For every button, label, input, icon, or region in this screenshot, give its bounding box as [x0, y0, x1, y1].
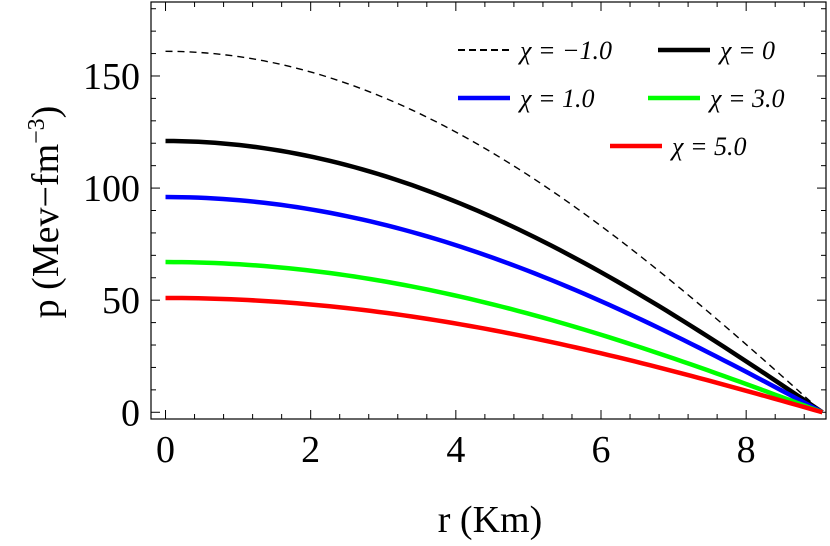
legend-label-2: χ = 0	[717, 36, 775, 65]
data-curves	[165, 50, 824, 415]
y-axis-title-main: p (Mev−fm	[25, 144, 67, 318]
legend: χ = −1.0 χ = 0 χ = 1.0 χ = 3.0 χ = 5.0	[458, 36, 784, 161]
y-axis-title-exponent: −3	[24, 118, 50, 144]
series-line-2	[165, 138, 824, 415]
y-tick-label: 150	[83, 56, 140, 98]
legend-label-3: χ = 1.0	[517, 84, 594, 113]
y-tick-label: 100	[83, 168, 140, 210]
x-tick-label: 8	[737, 429, 756, 471]
x-tick-label: 6	[592, 429, 611, 471]
legend-label-1: χ = −1.0	[517, 36, 612, 65]
y-tick-label: 0	[121, 392, 140, 434]
legend-label-5: χ = 5.0	[669, 132, 746, 161]
tick-labels: 0 2 4 6 8 0 50 100 150	[83, 56, 756, 471]
x-axis-title: r (Km)	[438, 499, 542, 541]
legend-label-4: χ = 3.0	[707, 84, 784, 113]
y-axis-title: p (Mev−fm−3)	[24, 106, 67, 319]
x-tick-label: 0	[156, 429, 175, 471]
y-tick-label: 50	[102, 280, 140, 322]
x-tick-label: 2	[301, 429, 320, 471]
x-tick-label: 4	[446, 429, 465, 471]
series-line-5	[165, 295, 823, 415]
series-line-3	[165, 194, 824, 415]
y-axis-title-close: )	[25, 106, 67, 119]
series-line-1	[165, 50, 823, 413]
axis-ticks	[151, 2, 826, 419]
series-line-4	[165, 259, 824, 415]
